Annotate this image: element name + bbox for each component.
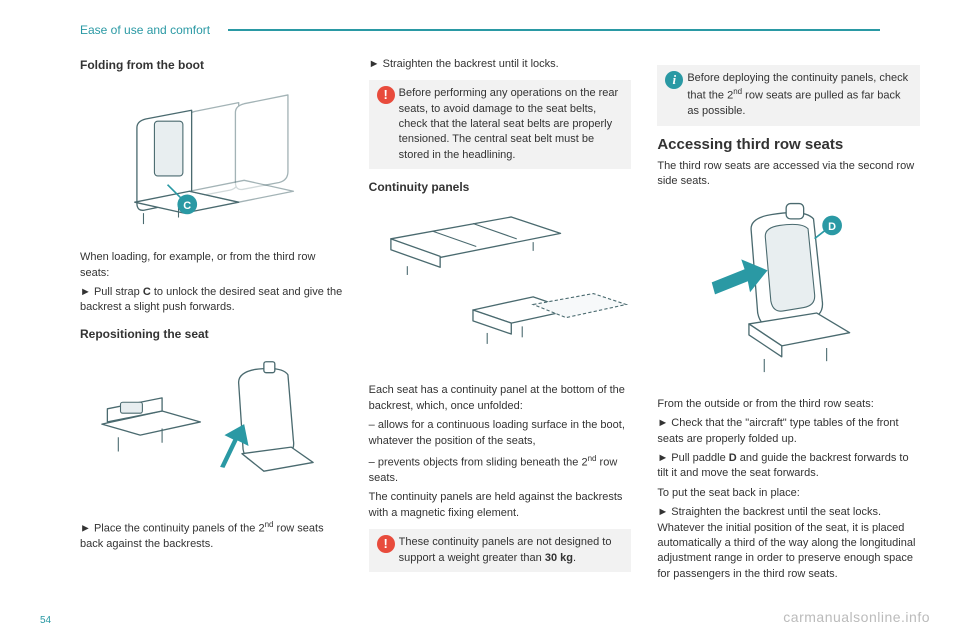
callout-deploy-info: i Before deploying the continuity panels… xyxy=(657,65,920,126)
callout-deploy-body: Before deploying the continuity panels, … xyxy=(687,71,912,120)
text-pull-paddle-d: ► Pull paddle D and guide the backrest f… xyxy=(657,451,920,482)
text-check-tables: ► Check that the "aircraft" type tables … xyxy=(657,416,920,447)
callout-seatbelt-warning: ! Before performing any operations on th… xyxy=(369,80,632,169)
text-third-row-intro: The third row seats are accessed via the… xyxy=(657,159,920,190)
text-panel-magnetic: The continuity panels are held against t… xyxy=(369,490,632,521)
text-pull-strap-c: ► Pull strap C to unlock the desired sea… xyxy=(80,285,343,316)
warning-icon: ! xyxy=(377,86,395,104)
text-panel-intro: Each seat has a continuity panel at the … xyxy=(369,383,632,414)
info-icon: i xyxy=(665,71,683,89)
column-3: i Before deploying the continuity panels… xyxy=(657,57,920,586)
marker-c-label: C xyxy=(183,199,191,211)
warning-icon: ! xyxy=(377,535,395,553)
illustration-seat-row-boot: C xyxy=(80,84,343,237)
page-header: Ease of use and comfort xyxy=(0,0,960,47)
heading-continuity-panels: Continuity panels xyxy=(369,179,632,196)
marker-d-label: D xyxy=(829,221,837,233)
text-from-outside: From the outside or from the third row s… xyxy=(657,397,920,412)
text-straighten-lock: ► Straighten the backrest until the seat… xyxy=(657,505,920,582)
column-2: ► Straighten the backrest until it locks… xyxy=(369,57,632,586)
illustration-third-row-access: D xyxy=(657,197,920,383)
text-panel-benefit-2: – prevents objects from sliding beneath … xyxy=(369,453,632,486)
heading-accessing-third-row: Accessing third row seats xyxy=(657,134,920,155)
heading-repositioning: Repositioning the seat xyxy=(80,326,343,343)
header-title: Ease of use and comfort xyxy=(80,22,210,39)
illustration-repositioning-seat xyxy=(80,353,343,506)
text-panel-benefit-1: – allows for a continuous loading surfac… xyxy=(369,418,632,449)
content-columns: Folding from the boot C xyxy=(0,47,960,586)
callout-seatbelt-body: Before performing any operations on the … xyxy=(399,86,624,163)
watermark: carmanualsonline.info xyxy=(783,608,930,628)
text-straighten-backrest: ► Straighten the backrest until it locks… xyxy=(369,57,632,72)
text-place-panels: ► Place the continuity panels of the 2nd… xyxy=(80,519,343,552)
callout-weight-body: These continuity panels are not designed… xyxy=(399,535,624,566)
text-loading-intro: When loading, for example, or from the t… xyxy=(80,250,343,281)
illustration-continuity-panels xyxy=(369,206,632,370)
text-put-back: To put the seat back in place: xyxy=(657,486,920,501)
page-number: 54 xyxy=(40,614,51,628)
heading-folding-boot: Folding from the boot xyxy=(80,57,343,74)
column-1: Folding from the boot C xyxy=(80,57,343,586)
header-rule xyxy=(228,29,880,31)
callout-weight-warning: ! These continuity panels are not design… xyxy=(369,529,632,572)
